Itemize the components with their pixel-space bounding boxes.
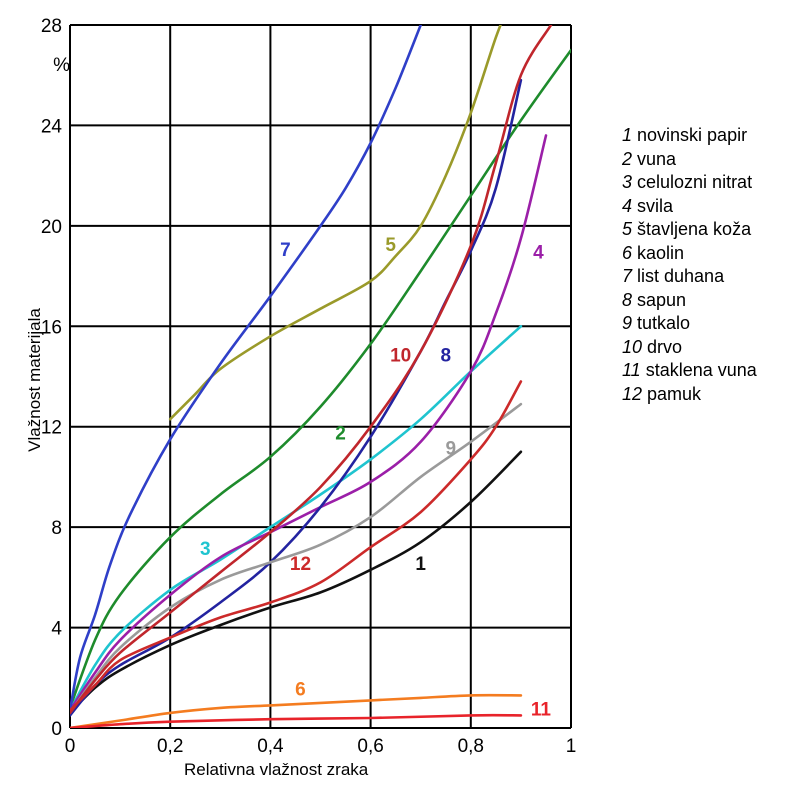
series-line-2 [70,48,571,710]
y-tick-label: 4 [51,619,62,640]
y-tick-label: 24 [41,116,63,137]
legend-item-number: 2 [622,148,633,169]
legend: 1 novinski papir 2 vuna 3 celulozni nitrat 4 sv… [622,124,757,406]
curve-label-2: 2 [335,423,346,444]
curve-label-7: 7 [280,240,291,261]
legend-item-11: 11 staklena vuna [622,359,757,383]
x-tick-label: 0 [65,736,76,757]
series-line-6 [70,693,523,728]
x-tick-label: 0,8 [458,736,484,757]
x-tick-label: 0,4 [257,736,284,757]
curve-label-4: 4 [533,242,544,263]
legend-item-name: svila [637,195,674,216]
series-line-1 [70,450,523,715]
legend-item-number: 6 [622,242,633,263]
legend-item-name: drvo [647,336,683,357]
legend-item-name: list duhana [637,266,725,286]
legend-item-1: 1 novinski papir [622,124,757,148]
chart-grid [69,24,572,729]
y-tick-label: 12 [41,418,62,439]
series-line-5 [168,25,502,421]
curve-label-5: 5 [385,235,396,256]
series-line-9 [70,402,523,715]
y-tick-label: 16 [41,317,62,338]
legend-item-name: kaolin [637,242,685,263]
legend-item-name: staklena vuna [645,360,757,380]
curve-label-8: 8 [440,345,451,366]
y-axis-unit: % [53,55,70,76]
legend-item-7: 7 list duhana [622,265,757,289]
legend-item-number: 9 [622,313,633,333]
curve-label-11: 11 [531,699,552,720]
curve-label-10: 10 [390,345,411,366]
legend-item-number: 1 [622,125,633,145]
legend-item-4: 4 svila [622,195,757,219]
x-tick-label: 0,2 [157,736,183,757]
y-tick-label: 0 [51,719,62,740]
legend-item-number: 3 [622,172,633,192]
legend-item-name: tutkalo [637,313,691,333]
legend-item-name: pamuk [647,383,702,404]
series-line-11 [70,713,523,728]
legend-item-name: celulozni nitrat [637,172,753,192]
curve-label-3: 3 [200,539,211,560]
legend-item-name: novinski papir [637,125,748,145]
legend-item-2: 2 vuna [622,148,757,172]
legend-item-9: 9 tutkalo [622,312,757,336]
legend-item-3: 3 celulozni nitrat [622,171,757,195]
legend-item-5: 5 štavljena koža [622,218,757,242]
y-tick-label: 8 [51,518,62,539]
chart-series-layer [70,25,571,728]
legend-item-number: 5 [622,219,633,239]
y-tick-label: 28 [41,16,62,37]
legend-item-12: 12 pamuk [622,383,757,407]
y-axis-title: Vlažnost materijala [25,308,44,452]
series-line-4 [70,134,548,712]
legend-item-8: 8 sapun [622,289,757,313]
curve-label-6: 6 [295,679,306,700]
legend-item-number: 4 [622,195,633,216]
curve-label-12: 12 [290,554,311,575]
legend-item-number: 8 [622,289,633,310]
series-line-12 [70,380,523,712]
legend-item-number: 10 [622,336,643,357]
curve-label-1: 1 [415,554,426,575]
series-line-7 [70,25,422,712]
legend-item-name: sapun [637,289,687,310]
x-tick-label: 1 [566,736,577,757]
legend-item-10: 10 drvo [622,336,757,360]
series-line-3 [70,325,523,712]
y-tick-label: 20 [41,217,62,238]
x-tick-label: 0,6 [357,736,383,757]
x-axis-title: Relativna vlažnost zraka [184,760,369,779]
series-line-8 [70,78,523,717]
series-line-10 [70,25,553,715]
curve-label-9: 9 [445,438,456,459]
legend-item-number: 7 [622,266,633,286]
legend-item-number: 12 [622,383,643,404]
legend-item-name: štavljena koža [637,219,752,239]
legend-item-6: 6 kaolin [622,242,757,266]
legend-item-name: vuna [637,148,677,169]
legend-item-number: 11 [622,360,641,380]
